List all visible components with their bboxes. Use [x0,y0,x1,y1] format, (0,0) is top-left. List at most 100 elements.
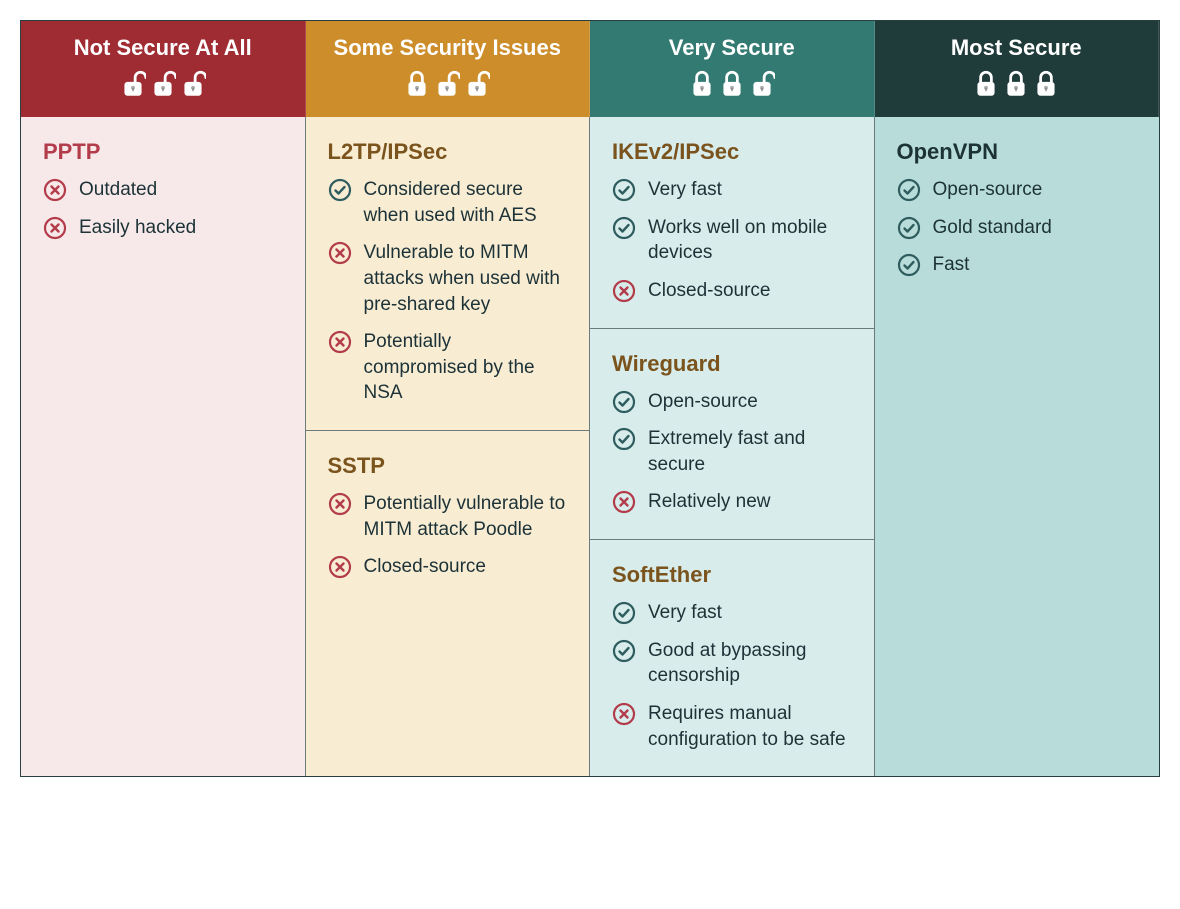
check-icon [612,178,636,202]
column-body: IKEv2/IPSec Very fast Works well on mobi… [590,117,875,776]
point-text: Considered secure when used with AES [364,177,570,228]
protocol-card: OpenVPN Open-source Gold standard Fast [875,117,1160,776]
check-icon [328,178,352,202]
point-text: Potentially vulnerable to MITM attack Po… [364,491,570,542]
protocol-name: SoftEther [612,562,854,588]
point-text: Potentially compromised by the NSA [364,329,570,406]
protocol-card: IKEv2/IPSec Very fast Works well on mobi… [590,117,874,329]
vpn-security-comparison: Not Secure At All Some Security Issues [20,20,1160,777]
point-text: Good at bypassing censorship [648,638,854,689]
point-text: Easily hacked [79,215,196,241]
point-text: Very fast [648,177,722,203]
column-header: Some Security Issues [306,21,591,117]
con-point: Vulnerable to MITM attacks when used wit… [328,240,570,317]
con-point: Closed-source [328,554,570,580]
check-icon [612,390,636,414]
cross-icon [328,330,352,354]
column-header: Not Secure At All [21,21,306,117]
protocol-card: SoftEther Very fast Good at bypassing ce… [590,540,874,776]
con-point: Closed-source [612,278,854,304]
column-title: Very Secure [600,35,864,61]
check-icon [897,178,921,202]
point-text: Very fast [648,600,722,626]
column-title: Some Security Issues [316,35,580,61]
column-body: PPTP Outdated Easily hacked [21,117,306,776]
protocol-name: L2TP/IPSec [328,139,570,165]
con-point: Potentially vulnerable to MITM attack Po… [328,491,570,542]
pro-point: Good at bypassing censorship [612,638,854,689]
cross-icon [328,492,352,516]
con-point: Easily hacked [43,215,285,241]
column-body: L2TP/IPSec Considered secure when used w… [306,117,591,776]
pro-point: Open-source [897,177,1140,203]
pro-point: Works well on mobile devices [612,215,854,266]
check-icon [612,427,636,451]
pro-point: Fast [897,252,1140,278]
cross-icon [328,241,352,265]
point-text: Open-source [933,177,1043,203]
lock-open-icon [464,69,490,105]
point-text: Vulnerable to MITM attacks when used wit… [364,240,570,317]
lock-closed-icon [689,69,715,105]
protocol-name: PPTP [43,139,285,165]
lock-row [600,69,864,105]
con-point: Outdated [43,177,285,203]
lock-closed-icon [404,69,430,105]
check-icon [612,639,636,663]
protocol-card: SSTP Potentially vulnerable to MITM atta… [306,431,590,776]
cross-icon [43,178,67,202]
column-body: OpenVPN Open-source Gold standard Fast [875,117,1160,776]
con-point: Potentially compromised by the NSA [328,329,570,406]
lock-closed-icon [973,69,999,105]
point-text: Requires manual configuration to be safe [648,701,854,752]
lock-open-icon [434,69,460,105]
point-text: Works well on mobile devices [648,215,854,266]
lock-closed-icon [719,69,745,105]
pro-point: Very fast [612,177,854,203]
point-text: Closed-source [648,278,771,304]
pro-point: Extremely fast and secure [612,426,854,477]
point-text: Gold standard [933,215,1052,241]
lock-open-icon [120,69,146,105]
point-text: Outdated [79,177,157,203]
lock-row [316,69,580,105]
pro-point: Gold standard [897,215,1140,241]
point-text: Relatively new [648,489,771,515]
pro-point: Very fast [612,600,854,626]
point-text: Extremely fast and secure [648,426,854,477]
check-icon [897,216,921,240]
cross-icon [612,702,636,726]
cross-icon [43,216,67,240]
column-title: Most Secure [885,35,1149,61]
lock-open-icon [150,69,176,105]
point-text: Open-source [648,389,758,415]
lock-closed-icon [1033,69,1059,105]
lock-row [31,69,295,105]
column-title: Not Secure At All [31,35,295,61]
lock-open-icon [180,69,206,105]
lock-open-icon [749,69,775,105]
check-icon [612,601,636,625]
lock-row [885,69,1149,105]
pro-point: Open-source [612,389,854,415]
protocol-name: OpenVPN [897,139,1140,165]
point-text: Closed-source [364,554,487,580]
column-header: Most Secure [875,21,1160,117]
column-header: Very Secure [590,21,875,117]
cross-icon [612,279,636,303]
protocol-card: L2TP/IPSec Considered secure when used w… [306,117,590,431]
check-icon [612,216,636,240]
lock-closed-icon [1003,69,1029,105]
cross-icon [328,555,352,579]
con-point: Requires manual configuration to be safe [612,701,854,752]
protocol-name: SSTP [328,453,570,479]
protocol-name: Wireguard [612,351,854,377]
protocol-card: Wireguard Open-source Extremely fast and… [590,329,874,541]
protocol-card: PPTP Outdated Easily hacked [21,117,305,776]
con-point: Relatively new [612,489,854,515]
cross-icon [612,490,636,514]
check-icon [897,253,921,277]
point-text: Fast [933,252,970,278]
protocol-name: IKEv2/IPSec [612,139,854,165]
pro-point: Considered secure when used with AES [328,177,570,228]
